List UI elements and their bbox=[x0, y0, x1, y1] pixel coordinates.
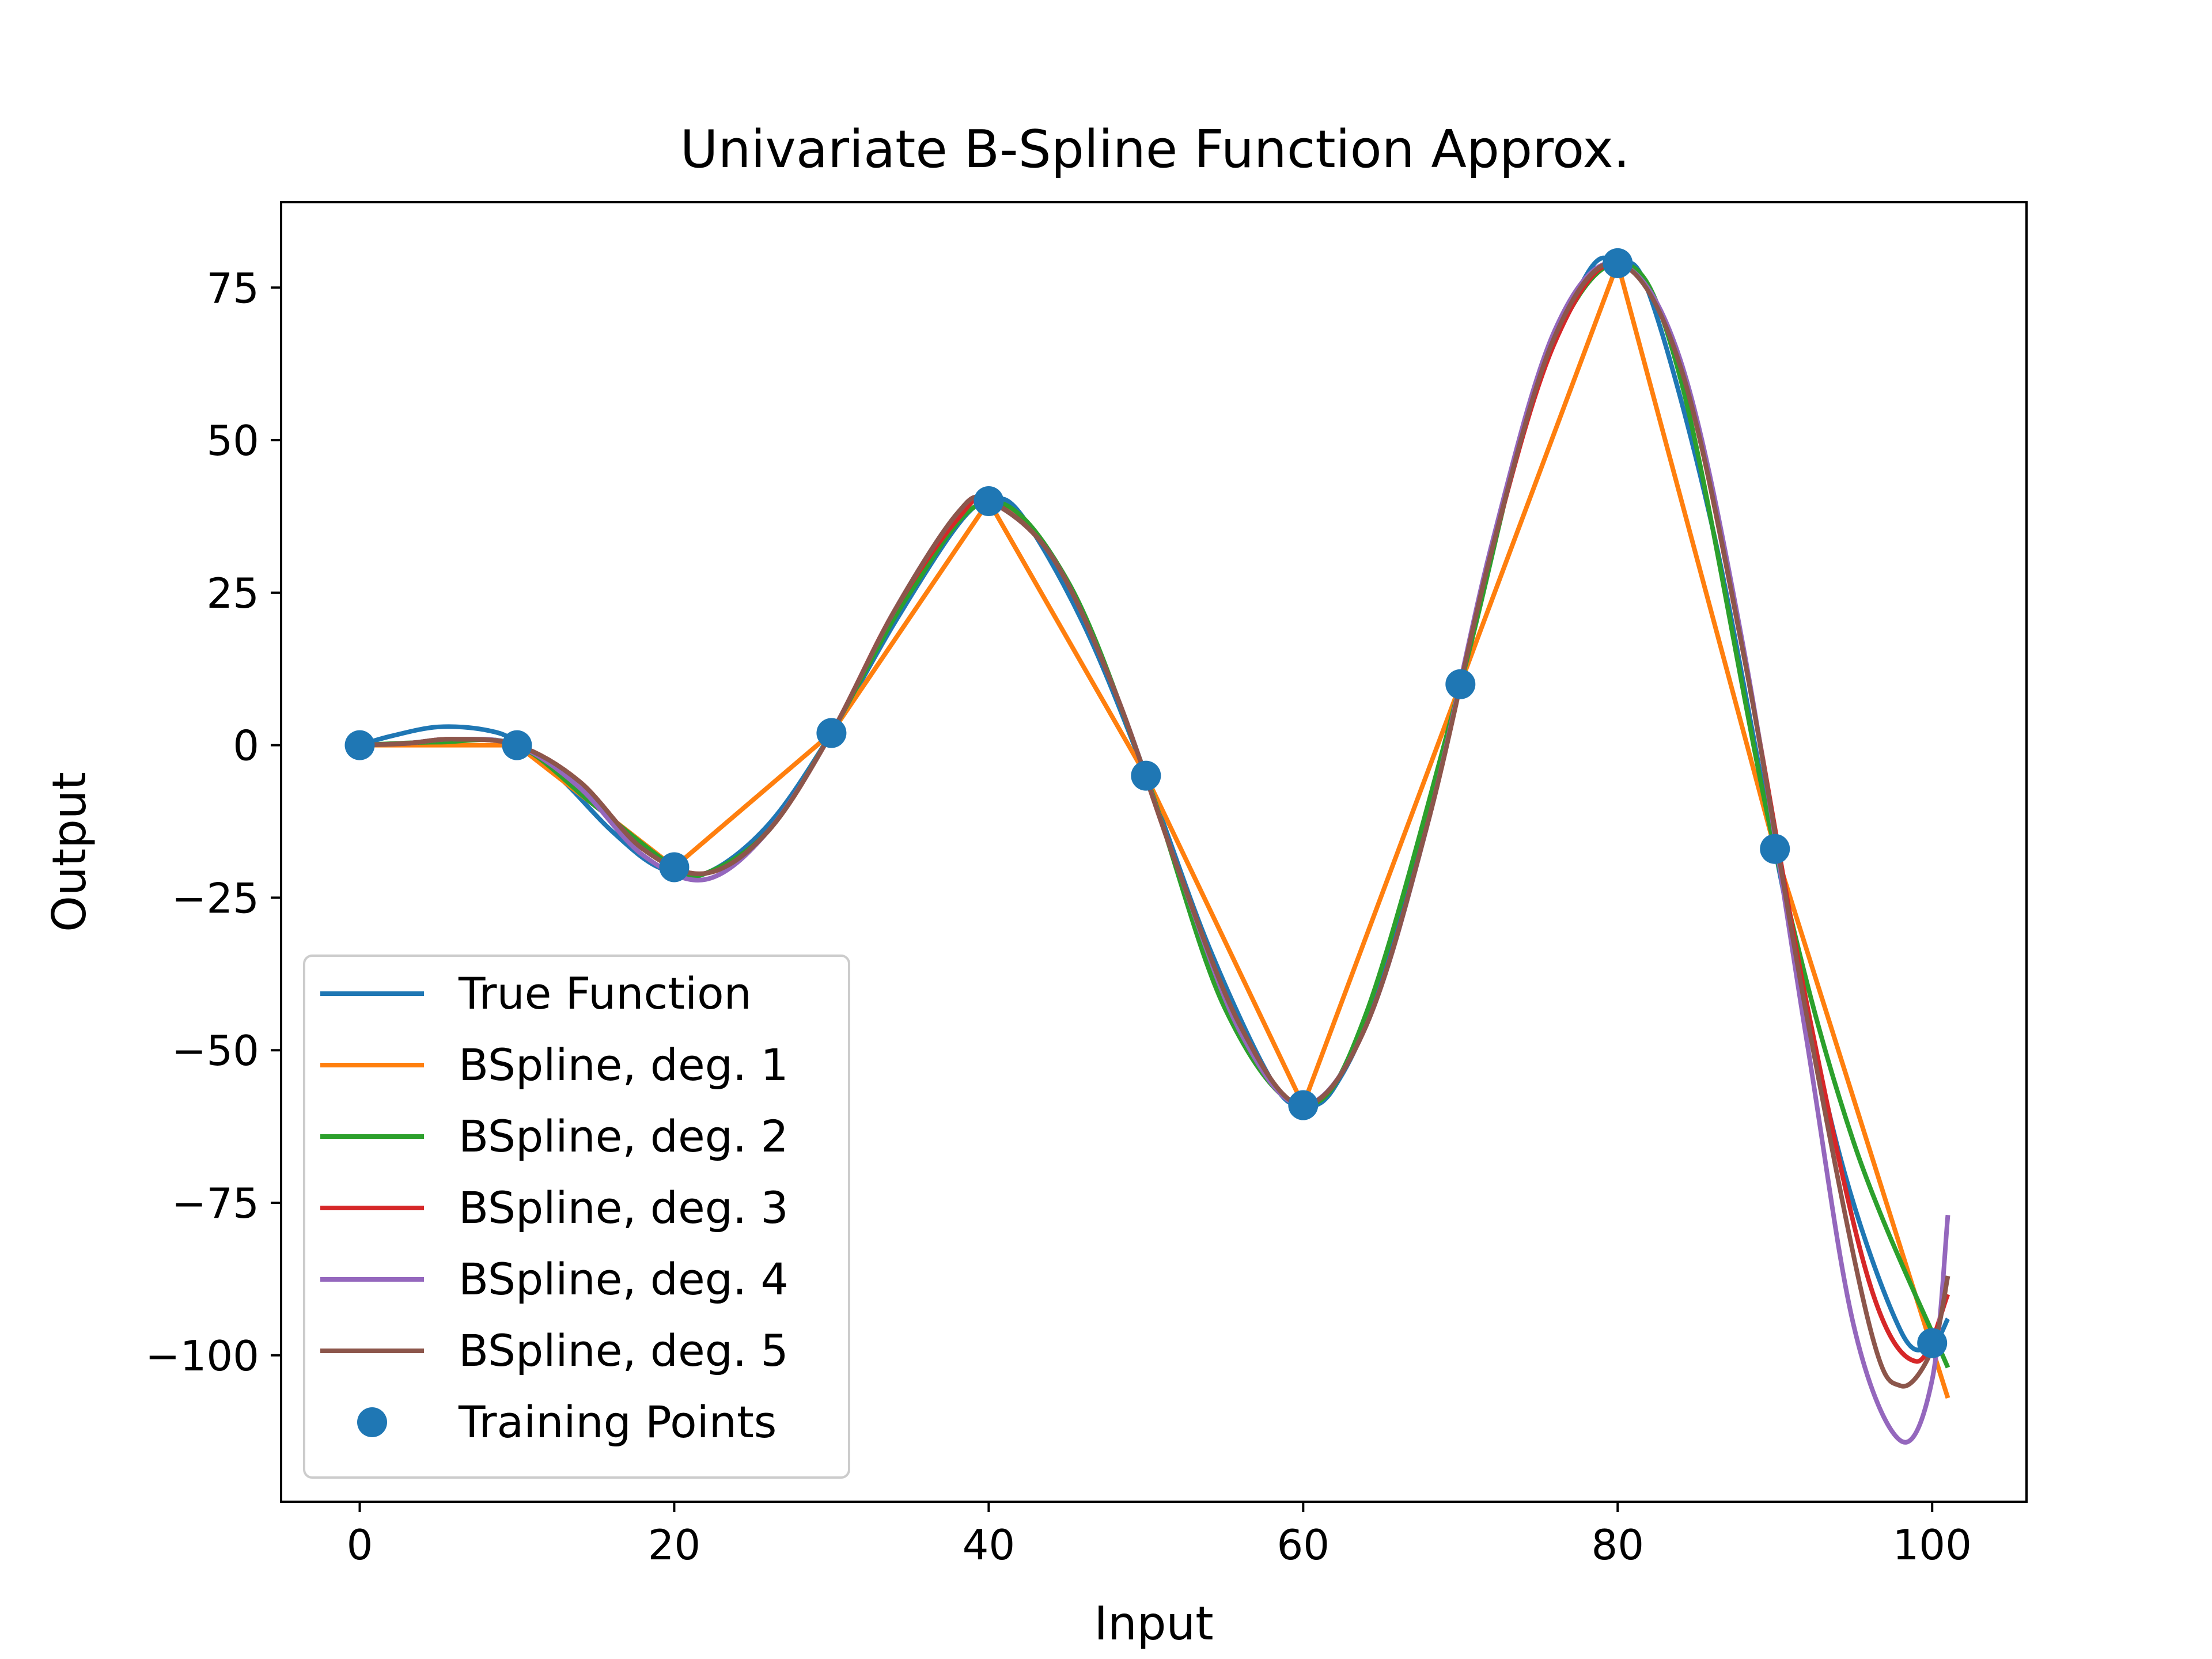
legend-label: Training Points bbox=[458, 1396, 777, 1448]
y-tick-label: −75 bbox=[172, 1179, 259, 1228]
training-point bbox=[1603, 248, 1633, 278]
y-axis-label: Output bbox=[43, 772, 96, 932]
x-tick-label: 80 bbox=[1591, 1521, 1644, 1569]
training-point bbox=[1917, 1328, 1948, 1358]
y-tick-label: 50 bbox=[206, 416, 259, 465]
y-tick-label: 25 bbox=[206, 569, 259, 618]
training-point bbox=[1760, 834, 1790, 864]
x-tick-label: 40 bbox=[963, 1521, 1016, 1569]
training-point bbox=[1445, 669, 1476, 699]
legend-box bbox=[303, 955, 850, 1479]
legend-label: BSpline, deg. 3 bbox=[459, 1182, 789, 1233]
training-point bbox=[974, 486, 1004, 516]
plot-frame bbox=[280, 201, 2028, 1503]
y-tick-label: 0 bbox=[233, 722, 259, 770]
series-line-bspline-deg-2 bbox=[359, 260, 1950, 1369]
series-line-bspline-deg-5 bbox=[359, 260, 1950, 1389]
x-tick-label: 20 bbox=[648, 1521, 701, 1569]
legend-label: BSpline, deg. 2 bbox=[459, 1111, 789, 1162]
y-tick-label: −100 bbox=[145, 1332, 259, 1380]
training-point bbox=[1131, 760, 1161, 791]
y-tick-label: −25 bbox=[172, 874, 259, 922]
legend-label: BSpline, deg. 4 bbox=[459, 1253, 789, 1305]
y-tick-label: 75 bbox=[206, 264, 259, 312]
training-point bbox=[1288, 1090, 1319, 1120]
x-tick-label: 60 bbox=[1277, 1521, 1330, 1569]
training-point bbox=[502, 730, 532, 760]
legend-label: BSpline, deg. 5 bbox=[459, 1325, 789, 1376]
chart-title: Univariate B-Spline Function Approx. bbox=[680, 119, 1630, 180]
x-axis-label: Input bbox=[1094, 1597, 1213, 1650]
legend-label: BSpline, deg. 1 bbox=[459, 1039, 789, 1090]
training-point bbox=[659, 852, 690, 882]
legend-swatch bbox=[357, 1407, 387, 1437]
training-point bbox=[344, 730, 375, 760]
y-tick-label: −50 bbox=[172, 1027, 259, 1075]
training-point bbox=[816, 718, 847, 748]
x-tick-label: 0 bbox=[347, 1521, 373, 1569]
legend-label: True Function bbox=[458, 968, 752, 1019]
x-tick-label: 100 bbox=[1892, 1521, 1971, 1569]
legend: True Function BSpline, deg. 1 BSpline, deg… bbox=[303, 955, 850, 1479]
